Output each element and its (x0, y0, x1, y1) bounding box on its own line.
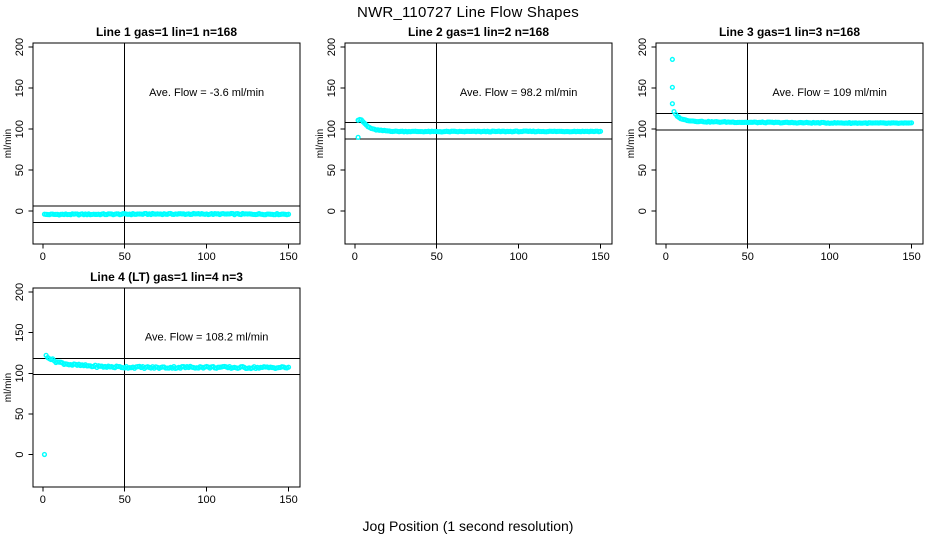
flow-trace-points (41, 352, 292, 458)
panel-title: Line 4 (LT) gas=1 lin=4 n=3 (90, 270, 243, 284)
outlier-point (669, 101, 675, 107)
figure-title: NWR_110727 Line Flow Shapes (357, 4, 579, 21)
ave-flow-annotation: Ave. Flow = 109 ml/min (772, 87, 886, 99)
y-axis-label: ml/min (3, 129, 14, 158)
y-axis-label: ml/min (626, 129, 637, 158)
x-tick-label: 0 (663, 251, 669, 263)
x-tick-label: 150 (902, 251, 920, 263)
x-tick-label: 150 (279, 494, 297, 506)
ave-flow-annotation: Ave. Flow = 98.2 ml/min (460, 87, 577, 99)
x-tick-label: 50 (119, 251, 131, 263)
x-axis-label: Jog Position (1 second resolution) (362, 518, 574, 534)
y-tick-label: 150 (637, 79, 649, 97)
y-tick-label: 150 (326, 79, 338, 97)
outlier-point (41, 451, 48, 458)
x-tick-label: 150 (279, 251, 297, 263)
y-tick-label: 50 (326, 164, 338, 176)
plot-box (32, 42, 301, 245)
x-tick-label: 100 (197, 251, 215, 263)
x-tick-label: 0 (40, 251, 46, 263)
y-tick-label: 0 (326, 208, 338, 214)
panel-1: 0 50 100 150 0 50 100 150 200 ml/min Line 1 gas=1 … (3, 25, 301, 263)
panel-title: Line 3 gas=1 lin=3 n=168 (719, 25, 860, 39)
plot-box (344, 42, 613, 245)
panel-3: 0 50 100 150 0 50 100 150 200 ml/min Line 3 gas=1 … (626, 25, 924, 263)
y-tick-label: 100 (14, 364, 26, 382)
y-tick-label: 50 (14, 164, 26, 176)
panel-2: 0 50 100 150 0 50 100 150 200 ml/min Line 2 gas=1 … (315, 25, 613, 263)
outlier-point (669, 56, 675, 63)
flow-trace-points (355, 116, 604, 140)
y-tick-label: 200 (637, 38, 649, 56)
ave-flow-annotation: Ave. Flow = 108.2 ml/min (145, 332, 269, 344)
flow-trace-points (669, 56, 915, 127)
x-tick-label: 50 (431, 251, 443, 263)
y-tick-label: 150 (14, 323, 26, 341)
x-tick-label: 50 (119, 494, 131, 506)
plot-box (32, 287, 301, 488)
data-point (285, 364, 292, 370)
y-tick-label: 150 (14, 79, 26, 97)
y-tick-label: 0 (14, 451, 26, 457)
y-tick-label: 0 (637, 208, 649, 214)
plot-box (655, 42, 924, 245)
data-point (285, 211, 292, 217)
flow-trace-points (41, 210, 292, 218)
y-tick-label: 100 (326, 120, 338, 138)
y-tick-label: 50 (637, 164, 649, 176)
panel-title: Line 1 gas=1 lin=1 n=168 (96, 25, 237, 39)
panel-title: Line 2 gas=1 lin=2 n=168 (408, 25, 549, 39)
x-tick-label: 100 (197, 494, 215, 506)
panel-4: 0 50 100 150 0 50 100 150 200 ml/min Line 4 (LT) g… (3, 270, 301, 506)
x-tick-label: 150 (591, 251, 609, 263)
x-tick-label: 50 (742, 251, 754, 263)
x-tick-label: 0 (352, 251, 358, 263)
y-tick-label: 200 (14, 38, 26, 56)
ave-flow-annotation: Ave. Flow = -3.6 ml/min (149, 87, 264, 99)
x-tick-label: 100 (509, 251, 527, 263)
y-tick-label: 100 (637, 120, 649, 138)
outlier-point (669, 84, 675, 90)
y-axis-label: ml/min (3, 373, 14, 402)
data-point (597, 128, 604, 134)
y-tick-label: 100 (14, 120, 26, 138)
x-tick-label: 100 (820, 251, 838, 263)
y-tick-label: 200 (14, 283, 26, 301)
x-tick-label: 0 (40, 494, 46, 506)
outlier-point (355, 134, 361, 140)
y-axis-label: ml/min (315, 129, 326, 158)
data-point (908, 120, 915, 126)
y-tick-label: 50 (14, 408, 26, 420)
y-tick-label: 200 (326, 38, 338, 56)
y-tick-label: 0 (14, 208, 26, 214)
